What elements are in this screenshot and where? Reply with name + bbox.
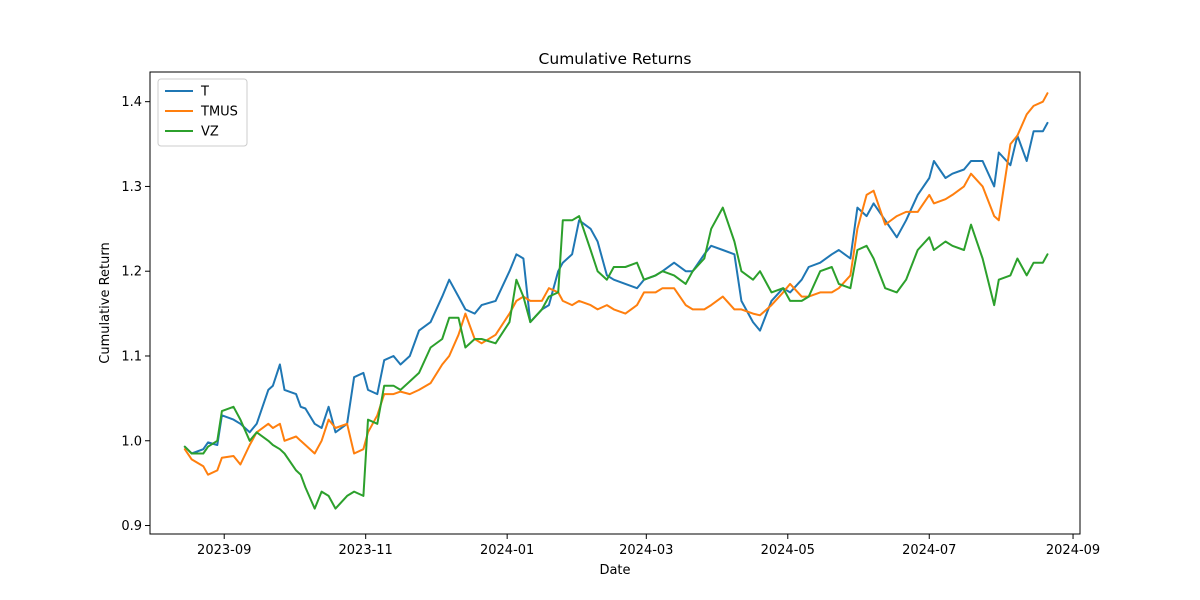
y-tick-label: 1.1 [121,349,142,364]
legend-box [157,78,248,147]
legend: T TMUS VZ [157,78,248,147]
series-layer [183,92,1049,510]
x-tick-label: 2024-01 [480,543,534,558]
series-line-vz [183,206,1049,510]
y-tick-label: 1.3 [121,180,142,195]
legend-label-vz: VZ [201,125,219,140]
series-line-t [183,121,1049,455]
chart-title: Cumulative Returns [539,50,692,68]
legend-label-t: T [200,85,209,100]
legend-label-tmus: TMUS [200,105,238,120]
x-axis-title: Date [599,563,630,578]
x-tick-label: 2024-03 [619,543,673,558]
series-line-tmus [183,92,1049,476]
x-axis: 2023-09 2023-11 2024-01 2024-03 2024-05 2024-… [197,534,1100,558]
x-tick-label: 2023-09 [197,543,251,558]
y-tick-label: 0.9 [121,519,142,534]
y-axis-title: Cumulative Return [98,242,113,363]
x-tick-label: 2024-09 [1046,543,1100,558]
x-tick-label: 2023-11 [339,543,393,558]
x-tick-label: 2024-07 [902,543,956,558]
y-tick-label: 1.0 [121,434,142,449]
y-axis: 0.9 1.0 1.1 1.2 1.3 1.4 [121,95,150,534]
y-tick-label: 1.2 [121,265,142,280]
y-tick-label: 1.4 [121,95,142,110]
x-tick-label: 2024-05 [761,543,815,558]
plot-frame [149,71,1081,535]
